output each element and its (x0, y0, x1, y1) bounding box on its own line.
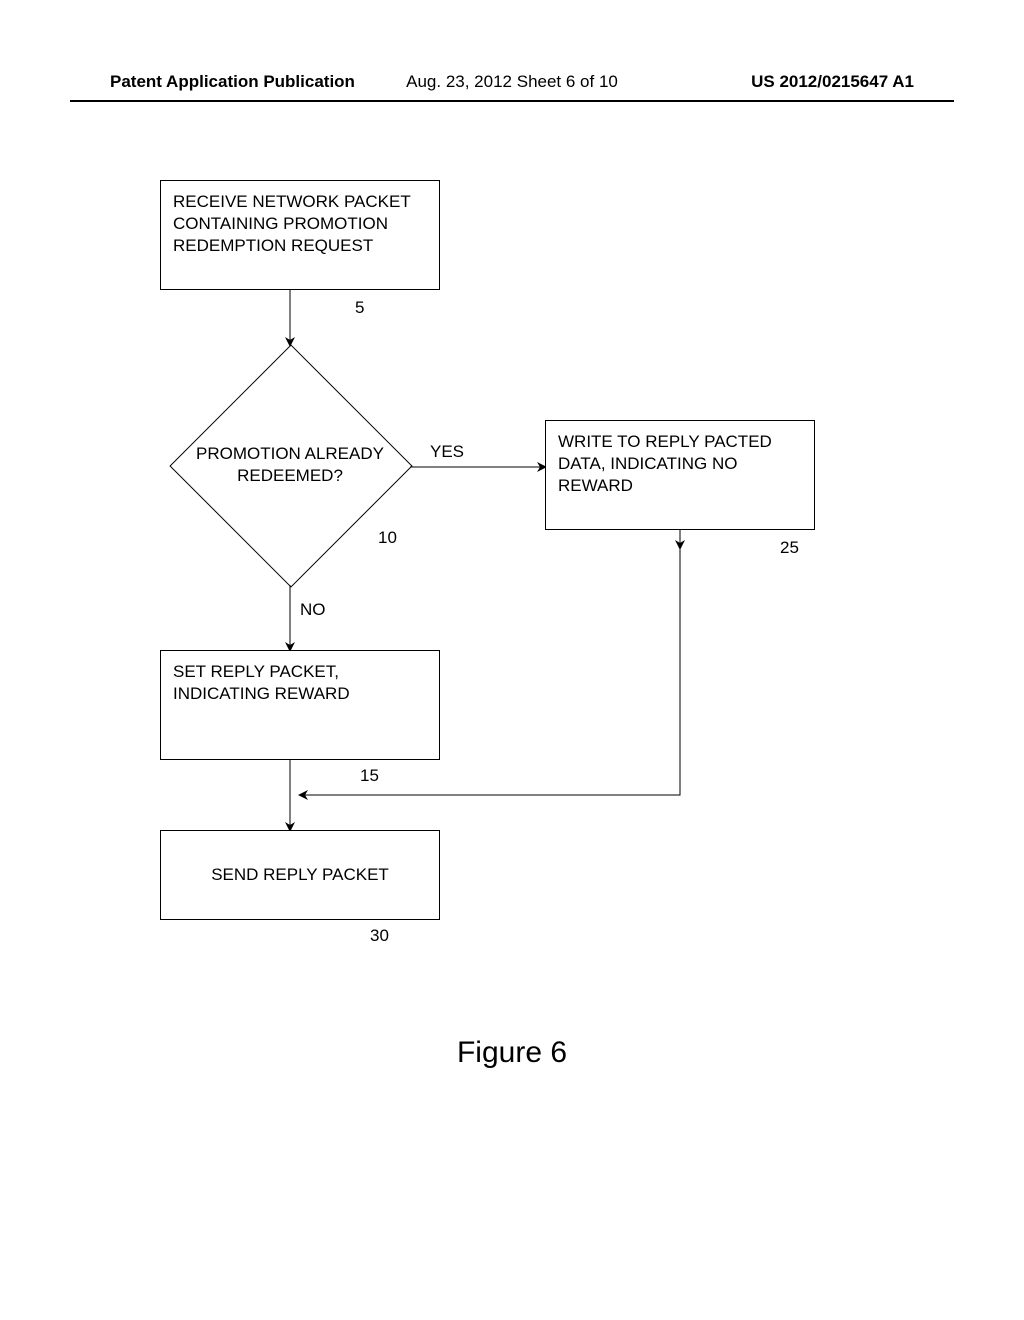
node-send-text: SEND REPLY PACKET (173, 864, 427, 886)
node-receive: RECEIVE NETWORK PACKET CONTAINING PROMOT… (160, 180, 440, 290)
node-set-reward-num: 15 (360, 766, 379, 786)
node-decision-text: PROMOTION ALREADY REDEEMED? (170, 345, 410, 585)
node-no-reward-num: 25 (780, 538, 799, 558)
flowchart: RECEIVE NETWORK PACKET CONTAINING PROMOT… (0, 170, 1024, 1070)
node-decision: PROMOTION ALREADY REDEEMED? (170, 345, 410, 585)
node-send-num: 30 (370, 926, 389, 946)
node-receive-num: 5 (355, 298, 364, 318)
header-rule (70, 100, 954, 102)
header-left: Patent Application Publication (110, 72, 355, 92)
node-decision-text-inner: PROMOTION ALREADY REDEEMED? (190, 443, 390, 487)
node-receive-text: RECEIVE NETWORK PACKET CONTAINING PROMOT… (173, 192, 410, 255)
node-decision-num: 10 (378, 528, 397, 548)
node-no-reward: WRITE TO REPLY PACTED DATA, INDICATING N… (545, 420, 815, 530)
header-right: US 2012/0215647 A1 (751, 72, 914, 92)
label-no: NO (300, 600, 326, 620)
node-set-reward: SET REPLY PACKET, INDICATING REWARD (160, 650, 440, 760)
label-yes: YES (430, 442, 464, 462)
node-send: SEND REPLY PACKET (160, 830, 440, 920)
node-set-reward-text: SET REPLY PACKET, INDICATING REWARD (173, 662, 350, 703)
edges-svg (0, 170, 1024, 1070)
page: Patent Application Publication Aug. 23, … (0, 0, 1024, 1320)
page-header: Patent Application Publication Aug. 23, … (0, 72, 1024, 92)
header-center: Aug. 23, 2012 Sheet 6 of 10 (406, 72, 618, 92)
figure-caption: Figure 6 (0, 1036, 1024, 1070)
node-no-reward-text: WRITE TO REPLY PACTED DATA, INDICATING N… (558, 432, 772, 495)
